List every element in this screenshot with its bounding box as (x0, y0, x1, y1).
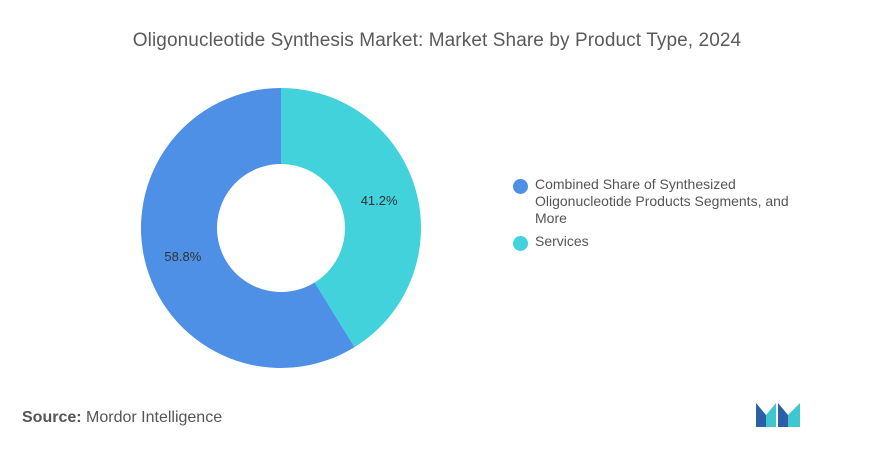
legend-swatch-combined-share (513, 179, 528, 194)
legend-item-combined-share: Combined Share of Synthesized Oligonucle… (513, 176, 813, 227)
source-label: Source: (22, 409, 82, 426)
source-note: Source: Mordor Intelligence (22, 409, 222, 427)
legend-swatch-services (513, 236, 528, 251)
logo-shape-mid2 (778, 403, 788, 427)
source-text: Mordor Intelligence (86, 409, 223, 426)
legend-label-services: Services (535, 233, 589, 249)
donut-slice-services (281, 88, 421, 348)
chart-legend: Combined Share of Synthesized Oligonucle… (513, 176, 813, 256)
donut-label-services: 41.2% (361, 193, 398, 208)
donut-slice-combined-share (140, 88, 355, 368)
legend-label-combined-share: Combined Share of Synthesized Oligonucle… (535, 176, 789, 226)
donut-slice-labels: 41.2% 58.8% (164, 193, 398, 264)
logo-shape-mid (766, 403, 776, 427)
logo-shape-right (788, 403, 800, 427)
donut-slices (140, 88, 421, 368)
legend-item-services: Services (513, 233, 813, 251)
mordor-intelligence-logo-icon (756, 403, 800, 427)
logo-shape-left (756, 403, 766, 427)
donut-label-combined-share: 58.8% (164, 249, 201, 264)
chart-title: Oligonucleotide Synthesis Market: Market… (132, 30, 742, 51)
